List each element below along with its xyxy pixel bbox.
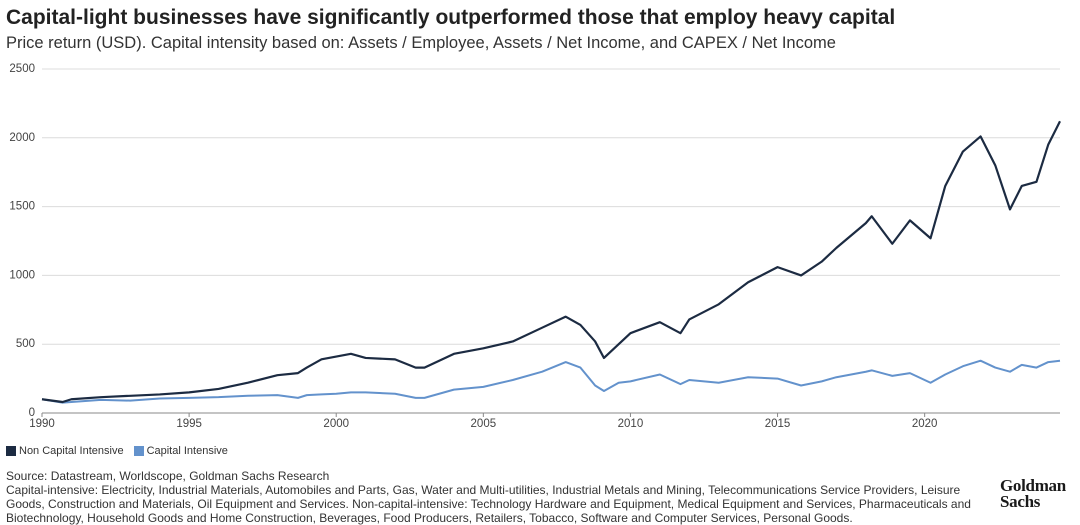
- legend-item: Capital Intensive: [133, 445, 228, 457]
- legend-item: Non Capital Intensive: [6, 445, 124, 457]
- legend-label: Capital Intensive: [146, 445, 228, 457]
- y-tick-label: 1000: [9, 269, 35, 281]
- x-tick-label: 2005: [471, 418, 497, 430]
- x-tick-label: 1995: [176, 418, 202, 430]
- chart-subtitle: Price return (USD). Capital intensity ba…: [6, 34, 836, 52]
- x-tick-label: 1990: [29, 418, 55, 430]
- legend-label: Non Capital Intensive: [19, 445, 124, 457]
- y-tick-label: 2500: [9, 63, 35, 75]
- footnote: Capital-intensive: Electricity, Industri…: [6, 483, 971, 525]
- line-series: [41, 359, 1061, 404]
- y-tick-label: 1500: [9, 201, 35, 213]
- y-tick-label: 500: [16, 338, 35, 350]
- line-series: [41, 120, 1061, 404]
- x-tick-label: 2010: [618, 418, 644, 430]
- y-tick-label: 2000: [9, 132, 35, 144]
- legend: Non Capital Intensive Capital Intensive: [6, 445, 228, 457]
- legend-swatch: [6, 446, 16, 456]
- logo: Goldman Sachs: [1000, 476, 1066, 511]
- source: Source: Datastream, Worldscope, Goldman …: [6, 469, 330, 483]
- y-tick-label: 0: [29, 407, 35, 419]
- x-tick-label: 2015: [765, 418, 791, 430]
- chart-title: Capital-light businesses have significan…: [6, 6, 896, 29]
- x-tick-label: 2000: [323, 418, 349, 430]
- legend-swatch: [133, 446, 144, 456]
- x-tick-label: 2020: [912, 418, 938, 430]
- chart: 0 500 1000 1500 2000 2500 1990 1995 2000 2005 2010…: [9, 63, 1061, 430]
